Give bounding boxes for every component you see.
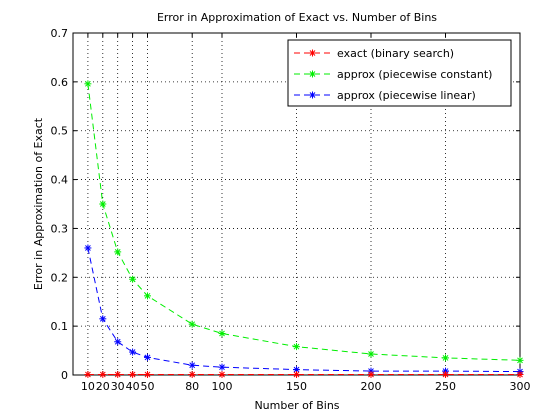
legend-item: approx (piecewise constant) — [294, 68, 492, 81]
x-tick-label: 200 — [361, 380, 382, 393]
legend-item: approx (piecewise linear) — [294, 89, 476, 102]
series-line — [87, 83, 521, 361]
series-point — [114, 338, 122, 346]
series-point — [84, 80, 92, 88]
y-tick-label: 0.5 — [51, 125, 69, 138]
series-point — [99, 315, 107, 323]
series-point — [84, 244, 92, 252]
legend-item: exact (binary search) — [294, 47, 454, 60]
series-point — [516, 356, 524, 364]
series-2 — [84, 244, 524, 376]
legend-marker — [309, 70, 316, 78]
series-point — [129, 275, 137, 283]
series-point — [442, 354, 449, 362]
series-point — [129, 371, 137, 379]
series-layer — [84, 80, 524, 379]
series-point — [99, 200, 107, 208]
legend-label: exact (binary search) — [337, 47, 454, 60]
axis-ticks: 10 20 30 40 50 80 100 150 200 250 300 0 0.1 0.2 0.3 0.4… — [51, 27, 531, 393]
series-point — [367, 371, 375, 379]
series-point — [367, 350, 375, 358]
x-tick-label: 40 — [126, 380, 140, 393]
series-point — [188, 361, 196, 369]
legend-label: approx (piecewise constant) — [337, 68, 492, 81]
series-0 — [84, 371, 524, 379]
x-tick-label: 250 — [435, 380, 456, 393]
x-tick-label: 50 — [141, 380, 155, 393]
series-point — [84, 371, 92, 379]
x-axis-label: Number of Bins — [254, 399, 339, 412]
x-tick-label: 20 — [96, 380, 110, 393]
series-point — [144, 353, 151, 361]
y-tick-label: 0.4 — [51, 174, 69, 187]
x-tick-label: 10 — [81, 380, 95, 393]
series-point — [144, 371, 151, 379]
y-tick-label: 0.6 — [51, 76, 69, 89]
series-1 — [84, 80, 524, 364]
y-tick-label: 0.3 — [51, 222, 69, 235]
y-tick-label: 0 — [61, 369, 68, 382]
series-point — [218, 363, 226, 371]
x-tick-label: 100 — [212, 380, 233, 393]
x-tick-label: 80 — [185, 380, 199, 393]
y-axis-label: Error in Approximation of Exact — [32, 117, 45, 290]
series-line — [87, 247, 521, 373]
series-point — [114, 371, 122, 379]
y-tick-label: 0.7 — [51, 27, 69, 40]
legend-marker — [309, 91, 316, 99]
series-point — [188, 371, 196, 379]
series-point — [442, 371, 449, 379]
series-point — [129, 348, 137, 356]
series-point — [516, 371, 524, 379]
legend: exact (binary search) approx (piecewise c… — [287, 39, 512, 107]
series-point — [188, 320, 196, 328]
x-tick-label: 150 — [286, 380, 307, 393]
series-point — [218, 371, 226, 379]
series-point — [144, 292, 151, 300]
series-point — [293, 371, 300, 379]
series-point — [293, 343, 300, 351]
series-point — [99, 371, 107, 379]
y-tick-label: 0.2 — [51, 271, 69, 284]
legend-label: approx (piecewise linear) — [337, 89, 476, 102]
chart-title: Error in Approximation of Exact vs. Numb… — [157, 11, 437, 24]
y-tick-label: 0.1 — [51, 320, 69, 333]
series-point — [114, 248, 122, 256]
x-tick-label: 30 — [111, 380, 125, 393]
x-tick-label: 300 — [510, 380, 531, 393]
legend-marker — [309, 49, 316, 57]
series-point — [218, 329, 226, 337]
